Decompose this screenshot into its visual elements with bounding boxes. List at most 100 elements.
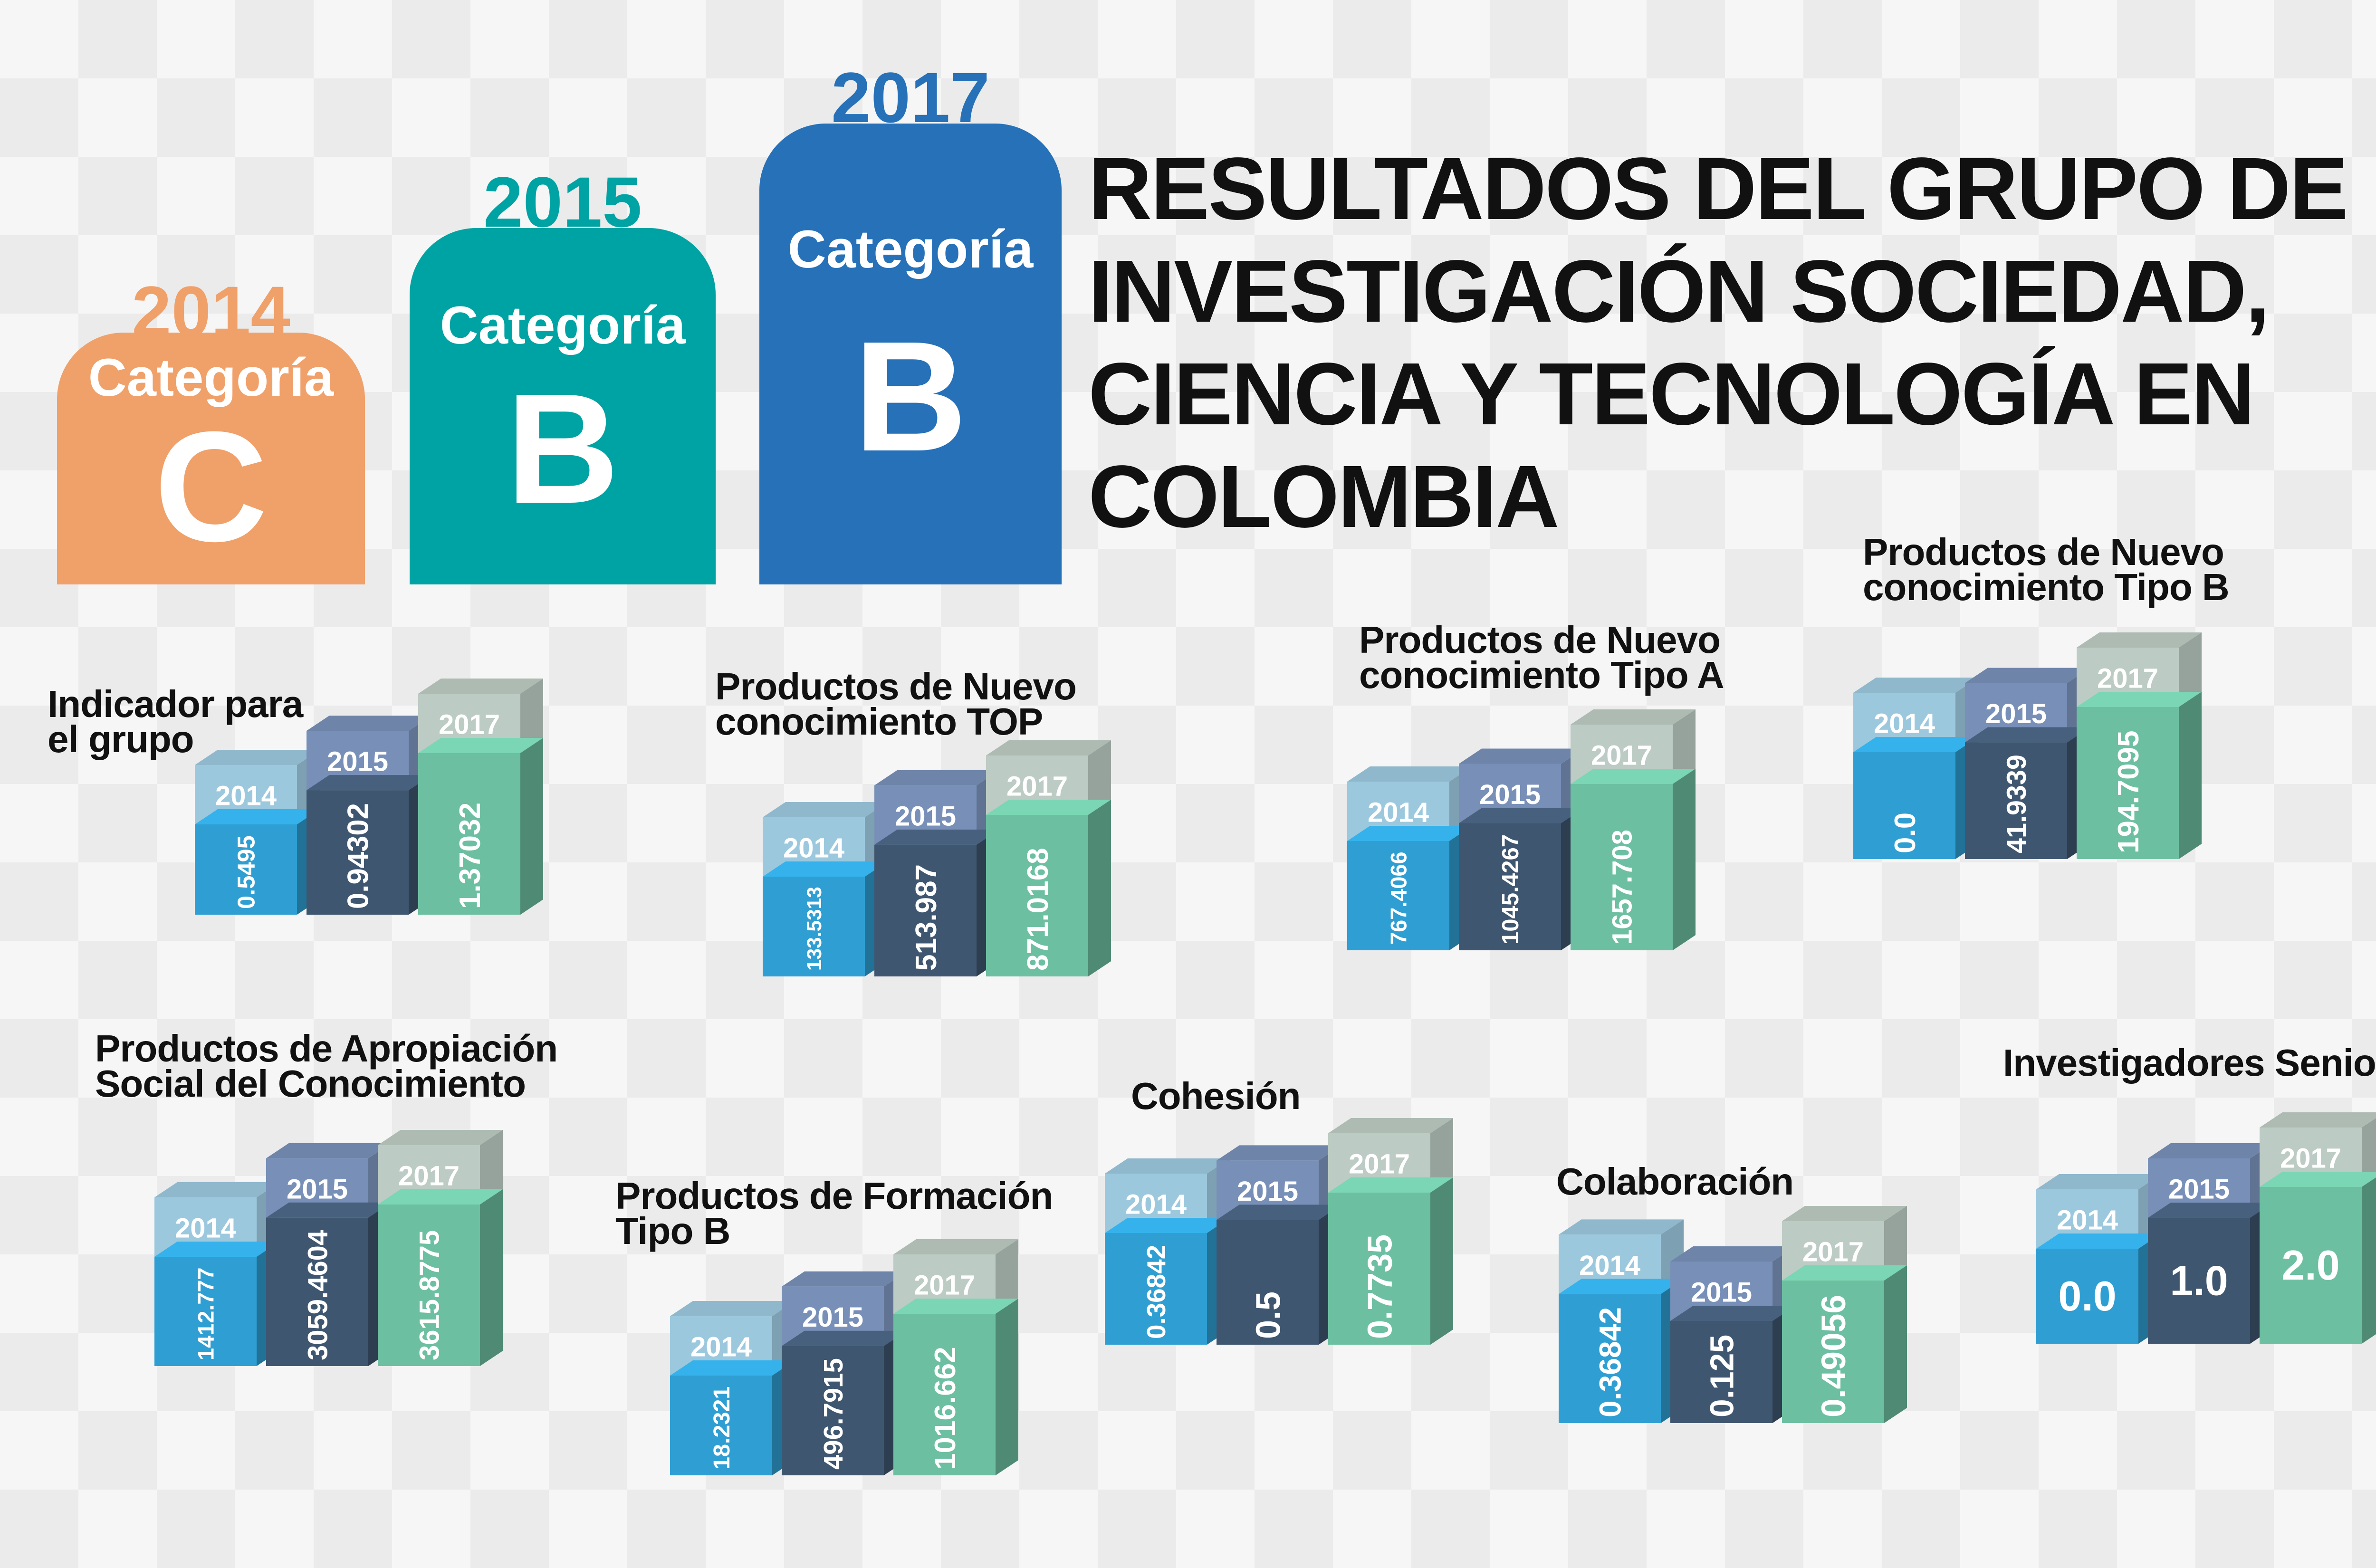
chart-cohesion: 2014 0.36842 2015 0.5 2017 0.7735 [1105,1118,1453,1345]
year-cap-top [1105,1158,1230,1174]
bar [1217,1220,1319,1345]
bar-top [670,1360,795,1376]
value-label: 1016.662 [929,1347,962,1470]
value-label: 0.7735 [1361,1234,1399,1339]
bar-top [1459,808,1584,823]
year-label: 2015 [1479,779,1541,810]
value-label: 0.36842 [1593,1307,1628,1417]
bar [2077,707,2179,859]
value-label: 1.0 [2170,1257,2228,1304]
bar-top [418,738,543,753]
year-label: 2015 [895,801,956,832]
value-label: 1045.4267 [1498,834,1523,945]
bar [2148,1218,2250,1344]
value-label: 1.37032 [454,803,487,909]
bar [986,815,1088,976]
year-cap-top [1853,678,1978,693]
chart-title-tipo-a: Productos de Nuevo conocimiento Tipo A [1359,619,1725,696]
year-cap-side [520,679,543,753]
value-label: 0.5495 [233,835,260,909]
bar [1105,1233,1207,1345]
chart-title-top: Productos de Nuevo conocimiento TOP [715,665,1077,743]
bar-group-2017: 2017 1016.662 [893,1239,1018,1475]
bar [874,844,977,976]
year-label: 2017 [1006,771,1068,802]
badge-body: Categoría C [57,333,365,584]
bar [1965,742,2067,859]
bar [2260,1187,2362,1344]
bar-top [1105,1218,1230,1233]
chart-title-cohesion: Cohesión [1131,1075,1301,1117]
year-label: 2015 [1985,698,2047,729]
bar-group-2017: 2017 0.7735 [1328,1118,1453,1345]
year-cap-top [763,802,888,817]
bar-top [893,1299,1018,1314]
value-label: 3615.8775 [414,1230,445,1360]
year-cap-top [986,740,1111,755]
year-cap-top [782,1271,907,1287]
year-cap-top [1217,1145,1341,1161]
value-label: 1412.777 [193,1267,218,1360]
year-label: 2017 [914,1270,975,1301]
value-label: 18.2321 [709,1386,735,1470]
bar-side [520,738,543,915]
bar-top [2036,1233,2161,1249]
chart-title-formacion: Productos de Formación Tipo B [615,1175,1053,1252]
year-cap-top [307,716,431,731]
value-label: 0.49056 [1815,1295,1853,1417]
year-cap-side [2362,1118,2376,1187]
bar-side [2362,1177,2376,1344]
bar [307,790,409,915]
value-label: 0.0 [2058,1272,2116,1319]
year-label: 2015 [2168,1174,2230,1205]
bar-group-2015: 2015 513.987 [874,770,999,976]
bar [763,877,865,976]
year-label: 2017 [439,709,500,740]
bar-group-2015: 2015 41.9339 [1965,668,2090,859]
bar-top [2077,692,2202,707]
bar-side [480,1189,503,1366]
bar-group-2017: 2017 194.7095 [2077,632,2202,859]
year-label: 2017 [1591,740,1652,771]
year-label: 2017 [2097,663,2158,694]
bar [154,1257,257,1366]
category-badge-2017: 2017 Categoría B [759,62,1062,584]
bar-side [2179,692,2202,859]
chart-title-colaboracion: Colaboración [1556,1160,1794,1203]
value-label: 871.0168 [1022,848,1054,971]
value-label: 3059.4604 [302,1230,333,1360]
bar-group-2015: 2015 1045.4267 [1459,748,1584,950]
bar [1328,1193,1430,1345]
value-label: 133.5313 [803,887,825,971]
bar [195,824,297,915]
bar [1853,752,1955,859]
badge-letter: C [154,399,268,574]
badge-letter: B [506,361,620,536]
bar-top [154,1242,279,1257]
chart-tipo-a: 2014 767.4066 2015 1045.4267 2017 1657.708 [1347,709,1696,950]
badge-letter: B [853,308,968,484]
year-cap-top [266,1143,391,1158]
badge-year: 2015 [483,162,642,242]
year-cap-side [1673,709,1696,784]
bar [2036,1249,2138,1344]
bar [266,1217,368,1366]
chart-title-seniors: Investigadores Seniors [2003,1042,2376,1084]
bar-top [266,1202,391,1218]
bar [782,1346,884,1475]
bar-group-2014: 2014 767.4066 [1347,766,1472,950]
bar-group-2017: 2017 1657.708 [1571,709,1696,950]
year-label: 2017 [398,1161,460,1192]
bar-side [1673,769,1696,950]
bar-top [782,1330,907,1346]
bar-top [2148,1203,2273,1218]
year-cap-top [1347,766,1472,782]
badge-body: Categoría B [410,228,716,584]
year-cap-side [480,1130,503,1205]
bar-side [1884,1265,1907,1423]
value-label: 194.7095 [2112,730,2145,853]
value-label: 2.0 [2281,1242,2339,1289]
bar-group-2014: 2014 133.5313 [763,802,888,976]
year-label: 2015 [1237,1176,1298,1207]
year-cap-top [1459,748,1584,764]
